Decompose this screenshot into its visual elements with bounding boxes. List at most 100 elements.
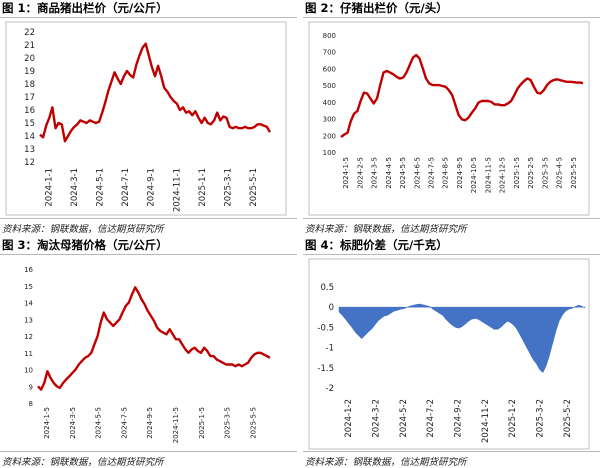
x-tick-label: 2025-1-2 <box>508 399 518 438</box>
y-tick-label: 400 <box>323 99 336 107</box>
x-tick-label: 2024-9-5 <box>456 157 464 189</box>
x-tick-label: 2024-2-5 <box>356 157 364 189</box>
x-tick-label: 2024-6-5 <box>413 157 421 189</box>
y-tick-label: 18 <box>24 80 35 90</box>
source-note-3: 资料来源：钢联数据，信达期货研究所 <box>2 457 164 468</box>
title-rule-2 <box>303 17 600 18</box>
y-tick-label: 12 <box>24 333 33 341</box>
x-tick-label: 2025-2-5 <box>527 157 535 189</box>
source-rule-2 <box>303 218 600 219</box>
title-rule-1 <box>0 17 297 18</box>
x-tick-label: 2025-1-1 <box>198 168 208 207</box>
x-tick-label: 2025-5-1 <box>249 168 259 207</box>
source-note-1: 资料来源：钢联数据，信达期货研究所 <box>2 224 164 235</box>
y-tick-label: 600 <box>323 65 336 73</box>
price-series-line <box>39 42 272 143</box>
y-tick-label: 500 <box>323 82 336 90</box>
x-tick-label: 2024-7-5 <box>427 157 435 189</box>
y-tick-label: 11 <box>24 350 33 358</box>
x-tick-label: 2024-5-5 <box>399 157 407 189</box>
y-tick-label: -1.5 <box>317 364 334 374</box>
x-tick-label: 2024-1-5 <box>342 157 350 189</box>
y-tick-label: 800 <box>323 32 336 40</box>
x-tick-label: 2024-1-2 <box>344 399 354 438</box>
x-tick-label: 2024-11-2 <box>481 399 491 443</box>
x-tick-label: 2024-1-5 <box>43 407 51 439</box>
y-tick-label: 700 <box>323 49 336 57</box>
x-tick-label: 2024-7-5 <box>120 407 128 439</box>
chart-title-3: 图 3：淘汰母猪价格（元/公斤） <box>2 238 168 252</box>
chart-panel-3: 图 3：淘汰母猪价格（元/公斤） 8 9 10 11 12 13 14 15 16 2024-1-… <box>0 237 297 468</box>
x-tick-label: 2024-7-1 <box>121 168 131 207</box>
source-rule-1 <box>0 218 297 219</box>
y-tick-label: -1 <box>326 344 334 354</box>
x-tick-label: 2024-3-1 <box>70 168 80 207</box>
spread-series-area <box>338 303 586 374</box>
y-tick-label: 8 <box>29 400 33 408</box>
x-tick-label: 2024-3-5 <box>69 407 77 439</box>
x-tick-label: 2025-5-2 <box>563 399 573 438</box>
title-rule-4 <box>303 254 600 255</box>
y-tick-label: 17 <box>24 93 35 103</box>
chart-panel-1: 图 1：商品猪出栏价（元/公斤） 12 13 14 15 16 17 18 19 20 21 22 2… <box>0 0 297 235</box>
chart-title-2: 图 2：仔猪出栏价（元/头） <box>305 1 448 15</box>
x-tick-label: 2024-12-5 <box>499 157 507 193</box>
y-tick-label: 13 <box>24 145 35 155</box>
price-line-chart-2: 100 200 300 400 500 600 700 800 2024-1-5 2024-2-5… <box>308 21 590 216</box>
chart-panel-2: 图 2：仔猪出栏价（元/头） 100 200 300 400 500 600 700 800 2… <box>303 0 600 235</box>
source-rule-3 <box>0 451 297 452</box>
source-note-4: 资料来源：钢联数据，信达期货研究所 <box>305 457 467 468</box>
y-tick-label: 21 <box>24 41 35 51</box>
x-tick-label: 2024-5-1 <box>96 168 106 207</box>
x-tick-label: 2024-5-2 <box>399 399 409 438</box>
price-line-chart-1: 12 13 14 15 16 17 18 19 20 21 22 2024-1-1 2024-3-1 20… <box>5 21 287 216</box>
y-tick-label: 0.5 <box>320 283 334 293</box>
x-tick-label: 2024-10-5 <box>470 157 478 193</box>
y-tick-label: 100 <box>323 149 336 157</box>
x-tick-label: 2024-3-5 <box>371 157 379 189</box>
x-tick-label: 2024-9-1 <box>147 168 157 207</box>
y-tick-label: 200 <box>323 132 336 140</box>
chart-title-4: 图 4：标肥价差（元/千克） <box>305 238 448 252</box>
x-tick-label: 2024-9-2 <box>453 399 463 438</box>
x-tick-label: 2024-7-2 <box>426 399 436 438</box>
y-tick-label: 16 <box>24 266 33 274</box>
x-tick-label: 2024-8-5 <box>442 157 450 189</box>
y-tick-label: 13 <box>24 316 33 324</box>
x-tick-label: 2024-4-5 <box>385 157 393 189</box>
y-tick-label: 14 <box>24 132 35 142</box>
x-tick-label: 2025-1-5 <box>198 407 206 439</box>
chart-panel-4: 图 4：标肥价差（元/千克） -2 -1.5 -1 -0.5 0 0.5 2024-1-2 2… <box>303 237 600 468</box>
price-series-line <box>37 286 271 391</box>
x-tick-label: 2024-11-5 <box>172 407 180 443</box>
y-tick-label: 15 <box>24 119 35 129</box>
y-tick-label: 20 <box>24 54 35 64</box>
source-note-2: 资料来源：钢联数据，信达期货研究所 <box>305 224 467 235</box>
y-tick-label: 22 <box>24 28 35 38</box>
x-tick-label: 2025-4-5 <box>556 157 564 189</box>
y-tick-label: 9 <box>29 383 33 391</box>
y-tick-label: 19 <box>24 67 35 77</box>
y-tick-label: 14 <box>24 300 33 308</box>
y-tick-label: 0 <box>329 303 334 313</box>
y-tick-label: 12 <box>24 158 35 168</box>
x-tick-label: 2024-1-1 <box>44 168 54 207</box>
x-tick-label: 2024-9-5 <box>146 407 154 439</box>
x-tick-label: 2024-11-1 <box>172 168 182 212</box>
x-tick-label: 2025-3-5 <box>541 157 549 189</box>
y-tick-label: 300 <box>323 116 336 124</box>
x-tick-label: 2025-3-5 <box>224 407 232 439</box>
spread-area-chart-4: -2 -1.5 -1 -0.5 0 0.5 2024-1-2 2024-3-2 2024-5-2… <box>308 258 590 450</box>
x-tick-label: 2025-3-1 <box>223 168 233 207</box>
x-tick-label: 2024-11-5 <box>484 157 492 193</box>
y-tick-label: -2 <box>326 384 334 394</box>
y-tick-label: 15 <box>24 283 33 291</box>
x-tick-label: 2025-3-2 <box>535 399 545 438</box>
y-tick-label: 10 <box>24 367 33 375</box>
price-series-line <box>340 53 584 138</box>
x-tick-label: 2025-1-5 <box>513 157 521 189</box>
price-line-chart-3: 8 9 10 11 12 13 14 15 16 2024-1-5 2024-3-5 2024-5-5… <box>24 266 271 443</box>
source-rule-4 <box>303 451 600 452</box>
x-tick-label: 2025-5-5 <box>570 157 578 189</box>
y-tick-label: -0.5 <box>317 323 334 333</box>
